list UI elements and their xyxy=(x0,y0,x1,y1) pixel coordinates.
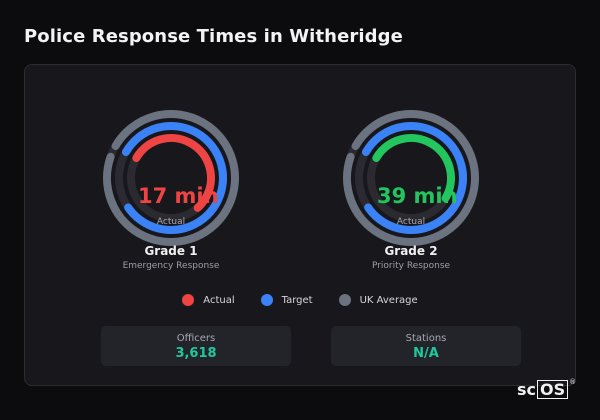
logo-registered-mark: ® xyxy=(569,378,577,386)
logo-prefix: sc xyxy=(517,380,537,399)
officers-value: 3,618 xyxy=(175,346,217,361)
legend-item-actual: Actual xyxy=(182,294,235,306)
stations-stat: Stations N/A xyxy=(331,326,521,366)
legend-item-target: Target xyxy=(260,294,313,306)
logo-boxed: OS xyxy=(537,380,569,399)
grade-1-caption: Emergency Response xyxy=(122,261,220,271)
legend-dot-uk-average xyxy=(338,294,351,306)
grade-2-caption: Priority Response xyxy=(371,261,451,271)
legend-label-target: Target xyxy=(281,294,313,306)
legend-label-uk-average: UK Average xyxy=(359,294,418,306)
grade-1-rings xyxy=(103,110,239,246)
officers-label: Officers xyxy=(176,333,216,344)
scos-logo: sc OS ® xyxy=(517,378,577,399)
grade-2-actual-value: 39 min xyxy=(377,184,458,208)
stations-label: Stations xyxy=(405,333,447,344)
legend-item-uk-average: UK Average xyxy=(338,294,418,306)
grade-1-actual-label: Actual xyxy=(156,217,186,227)
grade-2-rings xyxy=(343,110,479,246)
grade-1-gauge: 17 min Actual xyxy=(81,88,261,268)
grade-2-title: Grade 2 xyxy=(384,244,438,258)
officers-stat: Officers 3,618 xyxy=(101,326,291,366)
grade-2-actual-label: Actual xyxy=(396,217,426,227)
page-title: Police Response Times in Witheridge xyxy=(24,26,403,47)
grade-1-actual-value: 17 min xyxy=(138,184,219,208)
grade-2-uk-average-ring xyxy=(343,110,479,246)
legend: Actual Target UK Average xyxy=(0,292,600,308)
grade-1-actual-ring xyxy=(127,134,215,222)
legend-dot-actual xyxy=(182,294,195,306)
grade-1-target-ring xyxy=(115,122,227,234)
stations-value: N/A xyxy=(413,346,439,361)
grade-1-title: Grade 1 xyxy=(144,244,198,258)
legend-dot-target xyxy=(260,294,273,306)
legend-label-actual: Actual xyxy=(203,294,235,306)
grade-1-uk-average-ring xyxy=(103,110,239,246)
grade-2-actual-ring xyxy=(367,134,455,222)
grade-2-target-ring xyxy=(355,122,467,234)
grade-2-gauge: 39 min Actual xyxy=(321,88,501,268)
